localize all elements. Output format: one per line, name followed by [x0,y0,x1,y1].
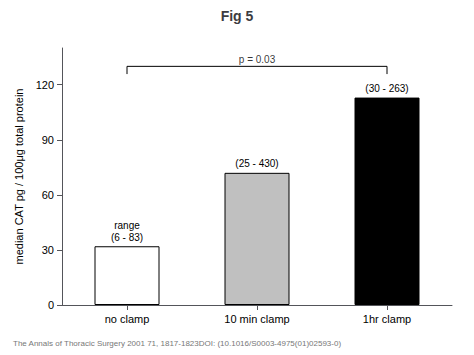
svg-text:60: 60 [42,189,54,201]
svg-text:(30 - 263): (30 - 263) [365,83,408,94]
svg-text:The Annals of Thoracic Surgery: The Annals of Thoracic Surgery 2001 71, … [13,339,341,348]
svg-text:0: 0 [48,299,54,311]
svg-text:p = 0.03: p = 0.03 [239,54,276,65]
svg-text:(6 - 83): (6 - 83) [111,232,143,243]
svg-text:range: range [114,220,140,231]
svg-text:1hr clamp: 1hr clamp [363,313,411,325]
svg-text:Fig 5: Fig 5 [221,8,254,24]
svg-text:90: 90 [42,134,54,146]
svg-text:30: 30 [42,244,54,256]
svg-text:120: 120 [36,79,54,91]
svg-text:(25 - 430): (25 - 430) [235,158,278,169]
svg-text:no clamp: no clamp [105,313,150,325]
svg-text:10 min clamp: 10 min clamp [224,313,289,325]
svg-text:median CAT pg / 100μg total pr: median CAT pg / 100μg total protein [13,89,25,265]
